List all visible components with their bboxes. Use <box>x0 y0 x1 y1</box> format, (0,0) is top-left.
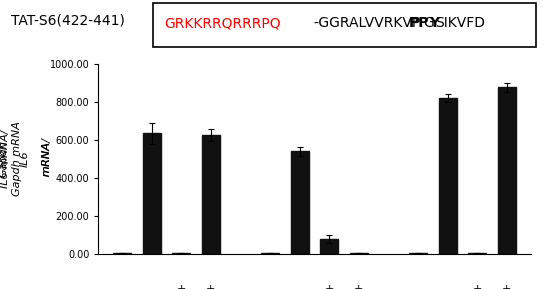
Bar <box>350 253 368 254</box>
Bar <box>143 133 161 254</box>
Bar <box>498 87 516 254</box>
Bar <box>291 151 309 254</box>
Bar <box>468 253 486 254</box>
Text: Gapdh: Gapdh <box>0 140 8 177</box>
Text: +: + <box>354 284 364 289</box>
Text: -: - <box>120 284 124 289</box>
Text: mRNA/: mRNA/ <box>42 138 51 180</box>
Text: TAT-S6(422-441): TAT-S6(422-441) <box>11 14 125 28</box>
Text: +: + <box>502 284 511 289</box>
Text: PP: PP <box>409 16 429 30</box>
Text: +: + <box>206 284 216 289</box>
Text: +: + <box>473 284 482 289</box>
Text: -: - <box>150 284 154 289</box>
Text: IL6 mRNA/
Gapdh mRNA: IL6 mRNA/ Gapdh mRNA <box>0 121 22 197</box>
Text: -: - <box>298 284 302 289</box>
Text: mRNA: mRNA <box>42 142 51 176</box>
Bar <box>439 98 457 254</box>
FancyBboxPatch shape <box>153 3 536 47</box>
Text: -GGRALVVRKVP: -GGRALVVRKVP <box>313 16 421 30</box>
Text: +: + <box>324 284 334 289</box>
Text: G: G <box>423 16 434 30</box>
Text: IL6: IL6 <box>20 151 30 167</box>
Text: Y: Y <box>429 16 439 30</box>
Bar <box>202 135 220 254</box>
Text: GRKKRRQRRRPQ: GRKKRRQRRRPQ <box>164 16 281 30</box>
Text: +: + <box>177 284 186 289</box>
Bar <box>409 253 427 254</box>
Bar <box>172 253 190 254</box>
Text: -: - <box>268 284 272 289</box>
Text: -: - <box>416 284 420 289</box>
Bar <box>321 239 338 254</box>
Text: SIKVFD: SIKVFD <box>435 16 485 30</box>
Text: -: - <box>446 284 450 289</box>
Bar <box>261 253 279 254</box>
Bar <box>113 253 131 254</box>
